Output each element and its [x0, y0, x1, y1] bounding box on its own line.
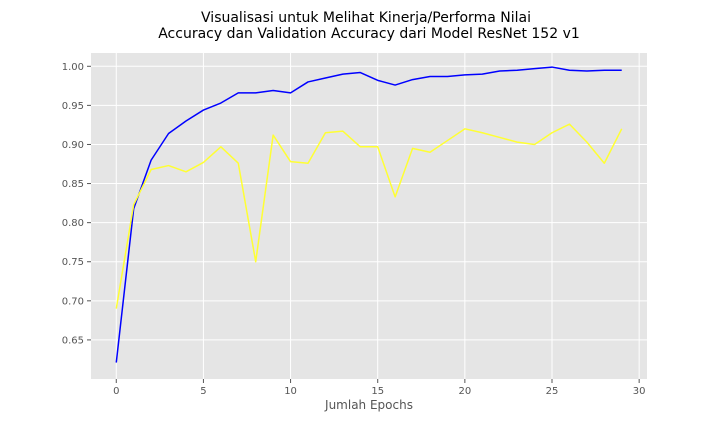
validation-accuracy-line [115, 123, 623, 309]
y-tick-label: 0.80 [62, 218, 84, 229]
plot-area [91, 53, 647, 379]
accuracy-line [115, 66, 622, 363]
x-tick-label: 30 [633, 386, 646, 397]
y-tick-label: 0.65 [62, 335, 84, 346]
tick-labels: 0 5 10 15 20 25 30 0.65 0.70 0.75 0.80 0.85 0.90 0.95… [62, 62, 646, 397]
x-tick-label: 0 [113, 386, 119, 397]
x-axis-label: Jumlah Epochs [324, 398, 413, 412]
x-tick-label: 5 [200, 386, 206, 397]
y-tick-label: 0.70 [62, 296, 84, 307]
y-tick-label: 0.95 [62, 101, 84, 112]
series-lines [115, 66, 623, 363]
x-tick-label: 10 [284, 386, 297, 397]
y-tick-label: 0.90 [62, 140, 84, 151]
grid-lines [91, 53, 647, 379]
x-tick-label: 20 [458, 386, 471, 397]
x-tick-label: 15 [371, 386, 384, 397]
y-tick-label: 0.75 [62, 257, 84, 268]
x-tick-label: 25 [546, 386, 559, 397]
y-tick-label: 1.00 [62, 62, 84, 73]
chart-title-line-1: Visualisasi untuk Melihat Kinerja/Perfor… [201, 10, 531, 26]
chart-title-line-2: Accuracy dan Validation Accuracy dari Mo… [158, 26, 580, 42]
y-tick-label: 0.85 [62, 179, 84, 190]
